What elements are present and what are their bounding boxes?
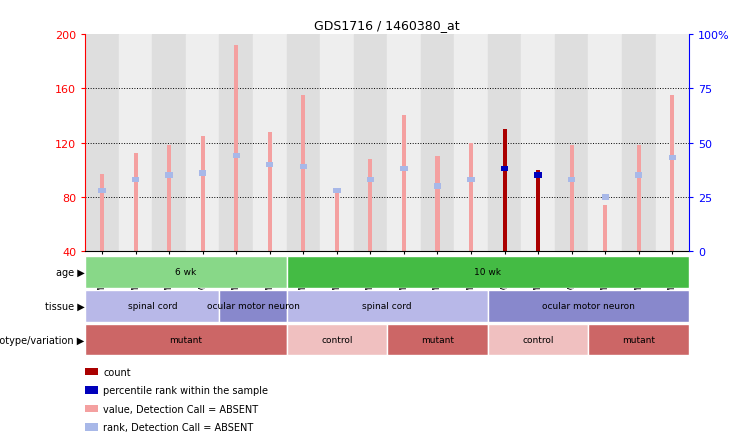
- Bar: [85, 325, 287, 356]
- Title: GDS1716 / 1460380_at: GDS1716 / 1460380_at: [314, 19, 460, 32]
- Text: age ▶: age ▶: [56, 267, 84, 277]
- Bar: [268, 132, 272, 252]
- Bar: [320, 35, 353, 252]
- Bar: [219, 291, 287, 322]
- Bar: [100, 174, 104, 252]
- Bar: [266, 162, 273, 168]
- Text: genotype/variation ▶: genotype/variation ▶: [0, 335, 84, 345]
- Bar: [85, 368, 98, 375]
- Bar: [433, 184, 441, 189]
- Text: spinal cord: spinal cord: [362, 302, 412, 311]
- Text: rank, Detection Call = ABSENT: rank, Detection Call = ABSENT: [103, 422, 253, 432]
- Bar: [454, 35, 488, 252]
- Bar: [333, 188, 341, 194]
- Bar: [302, 96, 305, 252]
- Bar: [219, 35, 253, 252]
- Bar: [367, 178, 374, 183]
- Text: mutant: mutant: [170, 335, 202, 345]
- Bar: [501, 167, 508, 172]
- Bar: [387, 325, 488, 356]
- Bar: [186, 35, 219, 252]
- Bar: [603, 206, 608, 252]
- Bar: [287, 35, 320, 252]
- Bar: [656, 35, 689, 252]
- Bar: [119, 35, 153, 252]
- Bar: [502, 130, 507, 252]
- Text: 10 wk: 10 wk: [474, 268, 502, 277]
- Bar: [635, 173, 642, 178]
- Bar: [287, 291, 488, 322]
- Bar: [436, 157, 439, 252]
- Bar: [588, 325, 689, 356]
- Bar: [133, 154, 138, 252]
- Bar: [522, 35, 555, 252]
- Bar: [488, 35, 522, 252]
- Bar: [387, 35, 421, 252]
- Bar: [299, 164, 307, 170]
- Bar: [253, 35, 287, 252]
- Bar: [368, 160, 373, 252]
- Bar: [588, 35, 622, 252]
- Bar: [555, 35, 588, 252]
- Bar: [353, 35, 387, 252]
- Bar: [201, 136, 205, 252]
- Bar: [233, 154, 240, 159]
- Bar: [602, 195, 609, 200]
- Bar: [153, 35, 186, 252]
- Text: control: control: [321, 335, 353, 345]
- Bar: [469, 143, 473, 252]
- Bar: [99, 188, 106, 194]
- Bar: [85, 405, 98, 412]
- Text: 6 wk: 6 wk: [175, 268, 196, 277]
- Text: tissue ▶: tissue ▶: [44, 301, 84, 311]
- Text: control: control: [522, 335, 554, 345]
- Bar: [668, 156, 676, 161]
- Bar: [234, 46, 238, 252]
- Text: value, Detection Call = ABSENT: value, Detection Call = ABSENT: [103, 404, 259, 414]
- Bar: [570, 146, 574, 252]
- Text: mutant: mutant: [421, 335, 454, 345]
- Text: mutant: mutant: [622, 335, 655, 345]
- Bar: [287, 257, 689, 288]
- Bar: [335, 194, 339, 252]
- Text: ocular motor neuron: ocular motor neuron: [542, 302, 635, 311]
- Bar: [165, 173, 173, 178]
- Bar: [400, 167, 408, 172]
- Bar: [488, 291, 689, 322]
- Bar: [421, 35, 454, 252]
- Bar: [671, 96, 674, 252]
- Bar: [402, 116, 406, 252]
- Text: count: count: [103, 367, 131, 377]
- Text: spinal cord: spinal cord: [127, 302, 177, 311]
- Bar: [287, 325, 387, 356]
- Bar: [85, 35, 119, 252]
- Bar: [85, 387, 98, 394]
- Bar: [85, 424, 98, 431]
- Bar: [534, 173, 542, 178]
- Bar: [85, 291, 219, 322]
- Bar: [536, 171, 540, 252]
- Bar: [468, 178, 475, 183]
- Bar: [167, 146, 171, 252]
- Bar: [637, 146, 641, 252]
- Bar: [622, 35, 656, 252]
- Bar: [488, 325, 588, 356]
- Text: ocular motor neuron: ocular motor neuron: [207, 302, 299, 311]
- Bar: [568, 178, 576, 183]
- Bar: [132, 178, 139, 183]
- Bar: [85, 257, 287, 288]
- Text: percentile rank within the sample: percentile rank within the sample: [103, 385, 268, 395]
- Bar: [199, 171, 206, 176]
